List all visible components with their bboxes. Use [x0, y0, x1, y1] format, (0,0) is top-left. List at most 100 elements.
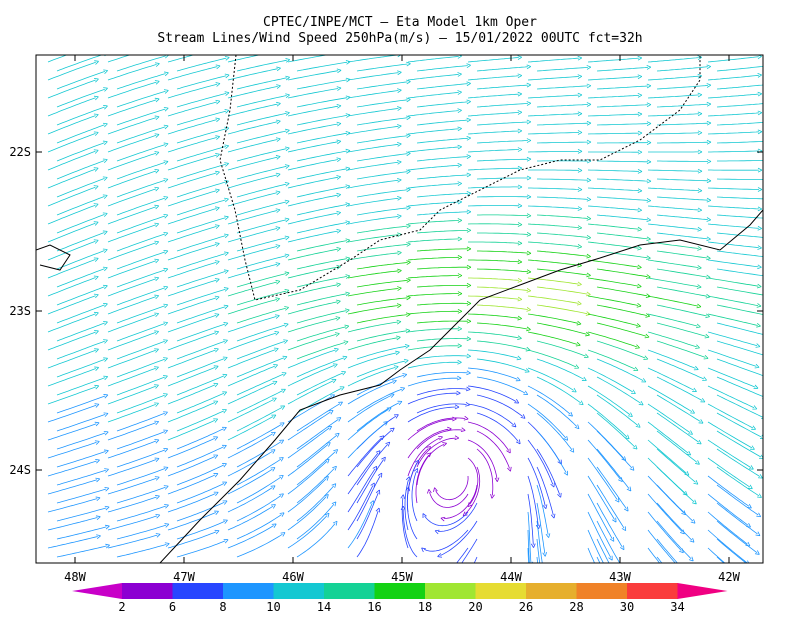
stream-arrow — [690, 409, 695, 414]
colorbar-label: 26 — [519, 600, 533, 614]
stream-arrow — [514, 399, 520, 404]
stream-arrow — [636, 323, 641, 328]
streamline — [56, 286, 105, 306]
streamline — [656, 122, 709, 126]
streamline — [477, 232, 529, 235]
streamline — [476, 286, 528, 291]
streamline — [476, 412, 519, 442]
streamline — [296, 115, 348, 126]
stream-arrow — [586, 139, 592, 145]
streamline — [656, 85, 708, 90]
streamline — [347, 72, 399, 81]
streamline — [527, 57, 579, 63]
stream-arrow — [466, 99, 471, 105]
streamline — [461, 538, 478, 563]
stream-arrow — [542, 504, 548, 510]
stream-arrow — [93, 311, 99, 317]
stream-arrow — [577, 74, 583, 79]
state-border — [219, 55, 701, 301]
stream-arrow — [706, 236, 711, 242]
stream-arrow — [103, 375, 109, 381]
streamline — [416, 229, 468, 234]
streamline — [47, 331, 96, 351]
stream-arrow — [517, 110, 523, 115]
stream-arrow — [224, 109, 230, 114]
streamline — [116, 358, 165, 378]
stream-arrow — [461, 605, 465, 609]
stream-arrow — [332, 465, 337, 471]
coastline — [36, 55, 763, 563]
stream-arrow — [421, 547, 427, 553]
streamline — [347, 55, 399, 63]
stream-arrow — [586, 196, 592, 202]
stream-arrow — [397, 214, 402, 219]
streamline — [176, 288, 226, 306]
stream-arrow — [377, 472, 383, 478]
stream-arrow — [334, 347, 339, 353]
streamline — [287, 55, 329, 63]
stream-arrow — [466, 191, 472, 196]
stream-arrow — [222, 500, 228, 505]
stream-arrow — [517, 184, 523, 190]
stream-arrow — [697, 168, 703, 174]
streamline — [356, 117, 408, 126]
stream-arrow — [275, 297, 281, 302]
stream-arrow — [270, 467, 276, 472]
streamline — [587, 113, 640, 117]
stream-arrow — [93, 131, 99, 136]
streamline — [467, 439, 498, 479]
streamline — [296, 326, 347, 342]
streamline — [116, 269, 166, 288]
stream-arrow — [427, 489, 432, 494]
stream-arrow — [224, 55, 230, 61]
stream-arrow — [563, 470, 568, 476]
stream-arrow — [748, 465, 754, 470]
stream-arrow — [163, 357, 168, 362]
streamline — [707, 439, 752, 468]
stream-arrow — [692, 387, 697, 392]
streamline — [236, 255, 287, 270]
streamline — [536, 214, 588, 219]
streamline — [236, 77, 287, 90]
streamline — [227, 316, 277, 333]
stream-arrow — [646, 198, 652, 203]
stream-arrow — [752, 405, 758, 410]
streamline — [467, 57, 519, 63]
streamline — [467, 367, 518, 380]
streamline — [176, 428, 224, 450]
stream-arrow — [517, 147, 523, 152]
stream-arrow — [691, 499, 697, 505]
lon-label: 45W — [391, 570, 413, 584]
stream-arrow — [526, 194, 532, 200]
streamline — [56, 545, 107, 558]
stream-arrow — [102, 158, 108, 164]
stream-arrow — [273, 347, 279, 353]
stream-arrow — [646, 255, 651, 261]
streamline — [596, 376, 641, 404]
streamline — [116, 233, 166, 252]
streamline — [287, 496, 327, 531]
stream-arrow — [392, 379, 397, 384]
streamline — [536, 268, 588, 276]
streamline — [347, 503, 373, 549]
stream-arrow — [393, 365, 399, 370]
streamline — [116, 287, 166, 306]
stream-arrow — [466, 283, 472, 288]
streamline — [437, 502, 478, 532]
stream-arrow — [213, 491, 219, 497]
streamline — [107, 55, 131, 63]
streamline — [356, 402, 400, 432]
streamline — [116, 126, 166, 144]
streamline — [707, 421, 753, 449]
streamline — [107, 534, 158, 549]
stream-arrow — [270, 431, 276, 437]
stream-arrow — [757, 110, 763, 116]
stream-arrow — [336, 86, 342, 91]
stream-arrow — [766, 274, 770, 278]
streamline — [647, 511, 682, 551]
streamline — [716, 484, 759, 516]
stream-arrow — [222, 463, 227, 468]
streamline — [56, 340, 105, 360]
stream-arrow — [517, 240, 523, 246]
streamline — [587, 132, 640, 135]
